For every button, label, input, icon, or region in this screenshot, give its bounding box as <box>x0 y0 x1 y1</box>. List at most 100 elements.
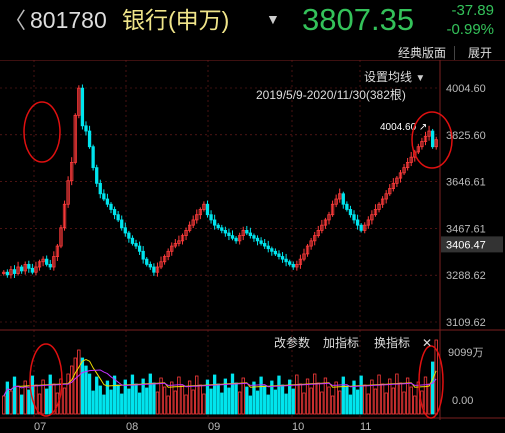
candles-group <box>2 84 438 279</box>
candle <box>284 258 288 263</box>
volume-bar <box>259 376 263 415</box>
candle <box>73 114 77 163</box>
candle <box>220 227 224 231</box>
expand-button[interactable]: 展开 <box>468 46 493 60</box>
volume-bar <box>127 388 131 415</box>
change-params-button[interactable]: 改参数 <box>274 336 311 350</box>
candle <box>223 229 228 234</box>
volume-bars <box>2 339 438 415</box>
y-tick-label: 4004.60 <box>446 83 486 95</box>
candle <box>227 232 231 237</box>
candle <box>105 198 110 205</box>
volume-bar <box>123 379 127 415</box>
candle <box>55 245 60 257</box>
candle <box>216 224 220 229</box>
volume-bar <box>223 378 228 415</box>
price-change: -37.89 <box>451 2 494 19</box>
volume-bar <box>234 382 238 415</box>
candle <box>34 266 38 273</box>
y-tick-label: 3288.62 <box>446 270 486 282</box>
volume-bar <box>155 391 160 415</box>
volume-bar <box>298 383 303 415</box>
candle <box>273 250 278 255</box>
volume-bar <box>16 385 20 415</box>
candle <box>170 245 174 252</box>
volume-bar <box>173 390 177 415</box>
x-tick-label: 11 <box>360 421 371 433</box>
candle <box>137 245 142 252</box>
candle <box>112 209 117 216</box>
volume-bar <box>295 374 299 415</box>
candle <box>166 250 170 257</box>
add-indicator-button[interactable]: 加指标 <box>323 336 360 350</box>
volume-bar <box>141 378 145 415</box>
volume-bar <box>305 378 310 415</box>
candle <box>277 253 281 257</box>
header-bar: 〈 801780 银行(申万) ▼ 3807.35 -37.89 -0.99% <box>0 0 505 42</box>
candle <box>45 258 49 265</box>
current-price: 3807.35 <box>302 2 415 37</box>
candle <box>302 253 306 260</box>
candle <box>134 243 138 247</box>
candle <box>37 261 42 268</box>
chevron-down-icon[interactable]: ▼ <box>266 11 280 27</box>
candle <box>98 182 102 195</box>
volume-bar <box>134 383 138 415</box>
volume-bar <box>98 385 102 415</box>
back-icon[interactable]: 〈 <box>4 8 27 33</box>
candle <box>305 245 310 255</box>
candle <box>177 240 181 244</box>
volume-bar <box>191 389 195 415</box>
highlight-circle <box>29 343 63 417</box>
candle <box>245 229 249 234</box>
y-tick-label: 3825.60 <box>446 130 486 142</box>
candle <box>255 237 260 242</box>
volume-bar <box>245 386 249 415</box>
last-price-label: 3406.47 <box>446 239 486 251</box>
volume-bar <box>152 382 156 415</box>
candle <box>123 227 127 234</box>
volume-bar <box>184 394 188 415</box>
candle <box>320 224 324 231</box>
kline-chart[interactable]: 4004.60 3825.60 3646.61 3467.61 3288.62 3109.… <box>0 60 505 433</box>
volume-bar <box>395 373 399 415</box>
candle <box>309 240 313 247</box>
highlight-circle <box>418 345 444 419</box>
candle <box>295 263 299 268</box>
candle <box>238 235 242 242</box>
candle <box>241 229 245 237</box>
ma-setting-button[interactable]: 设置均线 ▼ <box>364 70 426 84</box>
volume-bar <box>66 373 70 415</box>
candle <box>402 167 406 174</box>
switch-indicator-button[interactable]: 换指标 <box>374 336 411 350</box>
volume-ma5-line <box>3 359 437 397</box>
classic-layout-button[interactable]: 经典版面 <box>398 46 447 60</box>
candle <box>12 269 17 274</box>
volume-bar <box>398 382 403 415</box>
candle <box>23 263 27 272</box>
candle <box>205 203 210 216</box>
volume-bar <box>241 377 245 415</box>
volume-bar <box>137 392 142 415</box>
candle <box>288 261 292 265</box>
candle <box>191 219 195 226</box>
volume-bar <box>91 390 95 415</box>
volume-bar <box>220 392 224 415</box>
candle <box>427 130 431 137</box>
volume-bar <box>380 383 385 415</box>
volume-bar <box>212 374 217 415</box>
close-icon[interactable]: ✕ <box>422 336 433 350</box>
candle <box>91 146 95 169</box>
x-tick-label: 07 <box>34 421 46 433</box>
volume-bar <box>112 375 117 415</box>
candle <box>373 209 378 216</box>
candle <box>316 229 320 237</box>
volume-bar <box>377 374 381 415</box>
volume-bar <box>402 391 406 415</box>
volume-bar <box>345 385 349 415</box>
candle <box>341 193 345 205</box>
highlight-circle <box>411 111 453 169</box>
candle <box>27 263 31 269</box>
candle <box>338 193 342 200</box>
candle <box>66 180 70 205</box>
